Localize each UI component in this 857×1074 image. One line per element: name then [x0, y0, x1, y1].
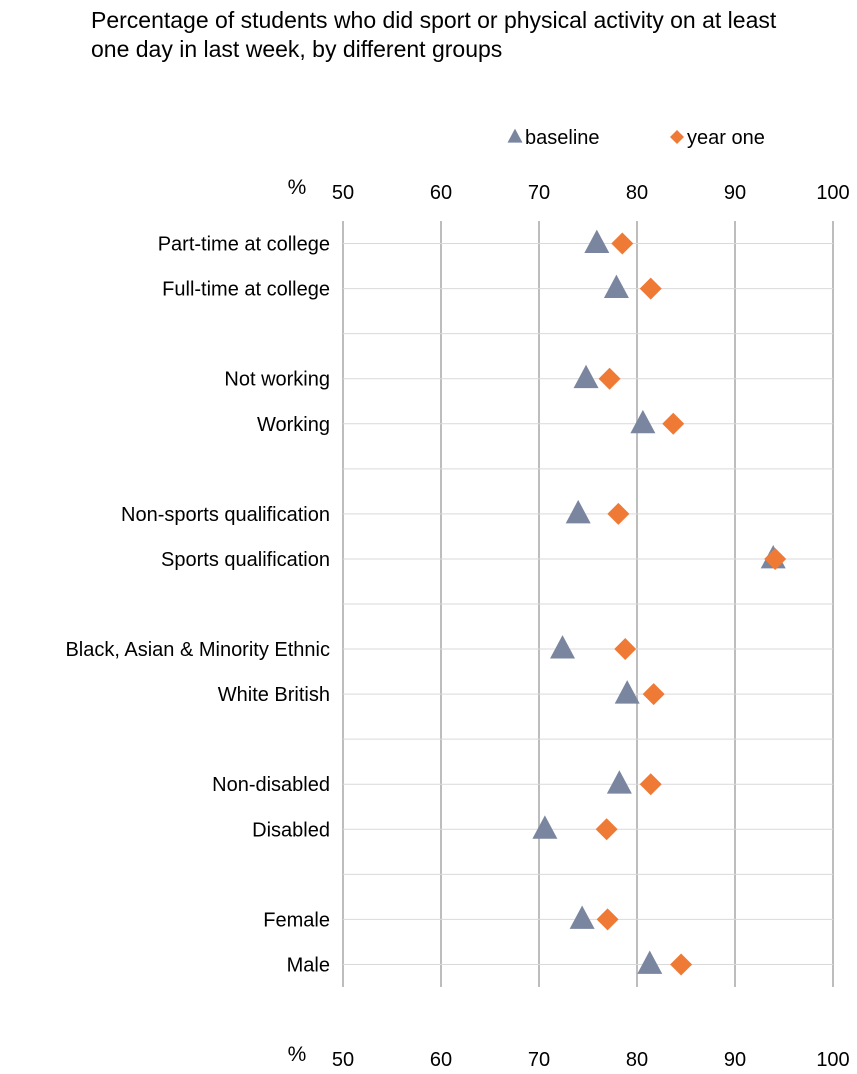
x-tick-label: 60 [430, 1049, 452, 1071]
category-label: Part-time at college [158, 234, 330, 256]
year-one-point [596, 908, 619, 931]
category-labels: Part-time at college Full-time at college… [65, 234, 330, 977]
baseline-point [606, 770, 632, 794]
year-one-point [614, 638, 637, 661]
category-label: Disabled [252, 819, 330, 841]
legend-baseline-label: baseline [525, 127, 600, 149]
baseline-point [565, 499, 591, 524]
bottom-axis: % 50 60 70 80 90 100 [288, 1043, 850, 1071]
category-label: White British [218, 684, 330, 706]
x-tick-label: 50 [332, 1049, 354, 1071]
year-one-point [639, 277, 662, 300]
x-tick-label: 90 [724, 182, 746, 204]
baseline-point [630, 409, 656, 434]
baseline-point [637, 950, 663, 974]
x-tick-label: 70 [528, 1049, 550, 1071]
year-one-point [764, 547, 787, 570]
x-tick-label: 80 [626, 182, 648, 204]
year-one-point [662, 412, 685, 435]
baseline-point [569, 905, 595, 929]
category-label: Full-time at college [162, 279, 330, 301]
year-one-point [595, 818, 618, 841]
category-label: Sports qualification [161, 549, 330, 571]
axis-unit-label: % [288, 1043, 307, 1066]
baseline-point [573, 364, 599, 389]
x-tick-label: 50 [332, 182, 354, 204]
year-one-point [611, 232, 634, 255]
x-tick-label: 100 [816, 182, 849, 204]
category-label: Not working [224, 369, 330, 391]
baseline-point [614, 680, 640, 704]
grid [342, 221, 834, 987]
legend: baseline year one [507, 127, 765, 149]
category-label: Non-disabled [212, 774, 330, 796]
x-tick-label: 90 [724, 1049, 746, 1071]
data-marks [532, 229, 787, 976]
x-tick-label: 70 [528, 182, 550, 204]
baseline-point [550, 635, 576, 659]
legend-year-one-label: year one [687, 127, 765, 149]
chart-title: Percentage of students who did sport or … [91, 7, 777, 62]
year-one-point [642, 683, 665, 706]
top-axis: % 50 60 70 80 90 100 [288, 176, 850, 204]
category-label: Black, Asian & Minority Ethnic [65, 639, 330, 661]
legend-year-one-marker [670, 130, 684, 144]
legend-baseline-marker [507, 128, 523, 143]
x-tick-label: 100 [816, 1049, 849, 1071]
x-tick-label: 80 [626, 1049, 648, 1071]
year-one-point [670, 953, 693, 976]
baseline-point [532, 815, 558, 839]
year-one-point [598, 367, 621, 390]
x-tick-label: 60 [430, 182, 452, 204]
category-label: Male [287, 954, 330, 976]
year-one-point [607, 502, 630, 525]
year-one-point [639, 773, 662, 796]
baseline-point [603, 274, 629, 299]
category-label: Female [263, 909, 330, 931]
baseline-point [584, 229, 610, 253]
category-label: Working [257, 414, 330, 436]
category-label: Non-sports qualification [121, 504, 330, 526]
axis-unit-label: % [288, 176, 307, 199]
